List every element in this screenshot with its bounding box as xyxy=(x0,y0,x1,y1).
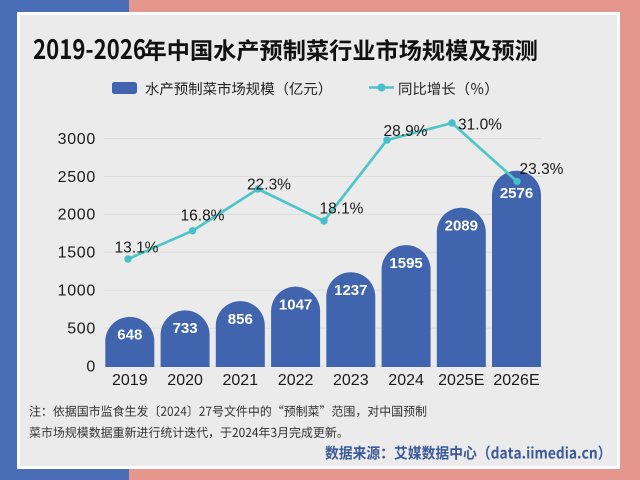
svg-text:733: 733 xyxy=(173,320,198,337)
svg-text:2025E: 2025E xyxy=(438,372,484,389)
svg-text:856: 856 xyxy=(228,311,253,328)
svg-text:2023: 2023 xyxy=(333,372,369,389)
svg-text:1500: 1500 xyxy=(58,245,96,262)
svg-text:16.8%: 16.8% xyxy=(181,208,225,225)
svg-text:2576: 2576 xyxy=(500,185,533,202)
svg-text:2500: 2500 xyxy=(58,169,96,186)
svg-text:13.1%: 13.1% xyxy=(115,240,159,257)
svg-text:23.3%: 23.3% xyxy=(520,161,564,178)
svg-text:28.9%: 28.9% xyxy=(384,123,428,140)
svg-text:1237: 1237 xyxy=(334,282,367,299)
svg-text:500: 500 xyxy=(67,320,96,337)
svg-text:2089: 2089 xyxy=(445,218,478,235)
svg-text:2019: 2019 xyxy=(112,372,148,389)
svg-text:18.1%: 18.1% xyxy=(320,201,364,218)
svg-text:3000: 3000 xyxy=(58,131,96,148)
svg-text:648: 648 xyxy=(117,327,142,344)
svg-text:2024: 2024 xyxy=(388,372,424,389)
svg-text:1595: 1595 xyxy=(389,255,422,272)
svg-text:2022: 2022 xyxy=(278,372,314,389)
svg-text:0: 0 xyxy=(86,358,96,375)
svg-text:1047: 1047 xyxy=(279,296,312,313)
svg-text:2026E: 2026E xyxy=(493,372,539,389)
svg-text:31.0%: 31.0% xyxy=(458,117,502,134)
svg-text:2020: 2020 xyxy=(167,372,203,389)
svg-text:1000: 1000 xyxy=(58,283,96,300)
svg-text:2021: 2021 xyxy=(223,372,259,389)
svg-text:2000: 2000 xyxy=(58,207,96,224)
svg-text:22.3%: 22.3% xyxy=(247,177,291,194)
